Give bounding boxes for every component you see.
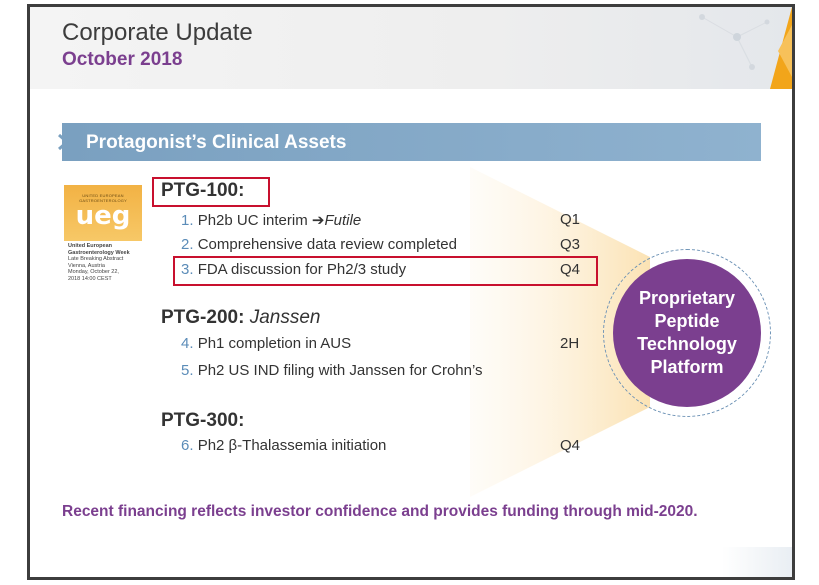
item-number: 2. [181,236,194,253]
footer-decoration [722,547,792,577]
highlight-box-ptg100 [152,177,270,207]
section-header-bar [62,123,761,161]
item-text: Ph2 US IND filing with Janssen for Crohn… [197,362,483,379]
asset-title-ptg200: PTG-200: Janssen [161,307,320,329]
milestone-timing: Q3 [560,236,581,253]
item-number: 5. [181,362,194,379]
ueg-logo: UNITED EUROPEAN GASTROENTEROLOGY ueg [64,185,142,241]
highlight-box-fda-discussion [173,256,598,286]
slide-title: Corporate Update [62,19,253,46]
item-number: 4. [181,335,194,352]
milestone-item: 5. Ph2 US IND filing with Janssen for Cr… [181,362,483,379]
header-band [30,7,792,89]
chevron-right-icon [58,133,70,151]
platform-line: Technology [637,334,737,354]
milestone-item: 4. Ph1 completion in AUS [181,335,351,352]
footer-statement: Recent financing reflects investor confi… [62,503,698,520]
platform-circle-ring [603,249,771,417]
item-text: Ph1 completion in AUS [197,335,352,352]
asset-name: PTG-300: [161,410,245,431]
milestone-timing: Q1 [560,211,581,228]
ueg-caption-line: Monday, October 22, [68,269,119,275]
item-text: FDA discussion for Ph2/3 study [197,261,407,278]
item-text: Comprehensive data review completed [197,236,457,253]
ueg-logo-small-text: UNITED EUROPEAN GASTROENTEROLOGY [79,193,127,203]
item-text: Ph2b UC interim [197,212,312,229]
slide-subtitle: October 2018 [62,49,183,70]
platform-line: Peptide [654,311,720,331]
platform-line: Platform [650,357,724,377]
slide-frame: Corporate Update October 2018 Protagonis… [27,4,795,580]
platform-line: Proprietary [638,288,736,308]
item-number: 3. [181,261,194,278]
ueg-caption-line: Vienna, Austria [68,262,105,269]
platform-circle: Proprietary Peptide Technology Platform [613,259,761,407]
milestone-timing: 2H [560,335,580,352]
ueg-caption-line: 2018 14:00 CEST [68,275,112,282]
milestone-timing: Q4 [560,437,581,454]
ueg-logo-wordmark: ueg [75,201,131,231]
section-title: Protagonist’s Clinical Assets [86,132,347,153]
arrow-right-icon: ➔ [311,212,325,229]
item-emphasis: Futile [324,212,362,229]
item-number: 6. [181,437,194,454]
milestone-item: 3. FDA discussion for Ph2/3 study [181,261,406,278]
asset-name: PTG-200: [161,307,245,328]
milestone-item: 1. Ph2b UC interim ➔Futile [181,211,361,229]
milestone-timing: Q4 [560,261,581,278]
asset-name: PTG-100: [161,180,245,201]
asset-title-ptg100: PTG-100: [161,180,244,202]
item-number: 1. [181,212,194,229]
item-text: Ph2 β-Thalassemia initiation [197,437,387,454]
ueg-caption-title: United European Gastroenterology Week [68,243,130,256]
molecule-decoration-icon [699,7,792,89]
milestone-item: 2. Comprehensive data review completed [181,236,457,253]
ueg-caption-line: Late Breaking Abstract [68,256,124,262]
asset-title-ptg300: PTG-300: [161,410,244,432]
asset-partner: Janssen [249,307,321,328]
milestone-item: 6. Ph2 β-Thalassemia initiation [181,437,386,454]
ueg-caption: United European Gastroenterology Week La… [68,243,158,282]
